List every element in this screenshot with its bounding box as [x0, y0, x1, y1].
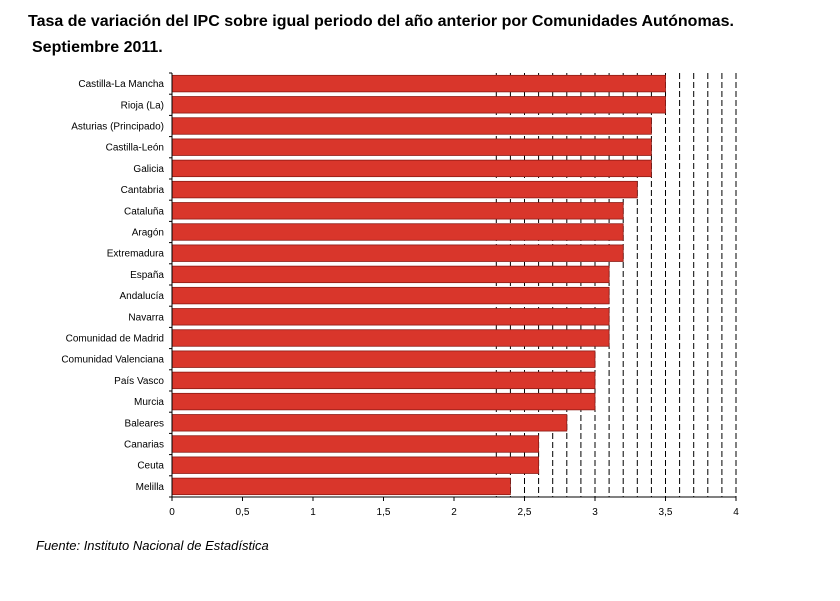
bar	[171, 456, 540, 474]
category-label: Aragón	[132, 228, 164, 239]
bar	[171, 265, 610, 284]
x-tick-label: 0	[169, 507, 175, 518]
category-label: Andalucía	[120, 291, 165, 302]
bar	[171, 96, 666, 114]
bar	[171, 180, 638, 199]
chart-title-line2: Septiembre 2011.	[32, 39, 163, 56]
x-tick-label: 4	[733, 507, 739, 518]
category-label: Canarias	[124, 440, 164, 451]
category-labels: Castilla-La Mancha Rioja (La) Asturias (Pr…	[61, 79, 164, 493]
category-label: Castilla-León	[106, 143, 164, 154]
bar	[171, 286, 610, 305]
bar	[171, 414, 568, 432]
bar	[171, 117, 652, 135]
category-label: Baleares	[125, 418, 164, 429]
grid-lines	[495, 73, 737, 497]
category-label: Melilla	[136, 482, 165, 493]
x-tick-label: 2,5	[518, 507, 532, 518]
bar	[171, 329, 610, 347]
bar	[171, 223, 624, 241]
bar	[171, 202, 624, 220]
x-axis: 0 0,5 1 1,5 2 2,5 3 3,5 4	[169, 72, 739, 518]
x-tick-label: 1,5	[377, 507, 391, 518]
category-label: Murcia	[134, 397, 164, 408]
category-label: Navarra	[128, 312, 164, 323]
category-label: Comunidad Valenciana	[61, 355, 164, 366]
category-label: Cantabria	[121, 185, 165, 196]
category-label: País Vasco	[114, 376, 164, 387]
bar	[171, 392, 596, 411]
bar	[171, 435, 540, 453]
x-tick-label: 2	[451, 507, 457, 518]
category-label: Cataluña	[124, 206, 164, 217]
chart-title-line1: Tasa de variación del IPC sobre igual pe…	[28, 13, 734, 30]
bar	[171, 477, 511, 496]
category-label: Asturias (Principado)	[71, 122, 164, 133]
x-tick-label: 1	[310, 507, 316, 518]
category-label: Ceuta	[137, 461, 164, 472]
x-tick-label: 3	[592, 507, 598, 518]
source-note: Fuente: Instituto Nacional de Estadístic…	[36, 538, 269, 553]
bar	[171, 74, 666, 93]
bar	[171, 308, 610, 326]
category-label: Rioja (La)	[121, 100, 164, 111]
category-label: Extremadura	[107, 249, 165, 260]
chart-title: Tasa de variación del IPC sobre igual pe…	[28, 9, 818, 61]
bar	[171, 371, 596, 390]
category-label: Galicia	[133, 164, 164, 175]
category-label: España	[130, 270, 164, 281]
bar	[171, 244, 624, 262]
category-label: Comunidad de Madrid	[66, 334, 164, 345]
x-tick-label: 3,5	[659, 507, 673, 518]
bar	[171, 159, 652, 178]
bar	[171, 138, 652, 156]
category-label: Castilla-La Mancha	[78, 79, 164, 90]
bar	[171, 350, 596, 368]
bars	[171, 74, 666, 496]
x-tick-label: 0,5	[236, 507, 250, 518]
